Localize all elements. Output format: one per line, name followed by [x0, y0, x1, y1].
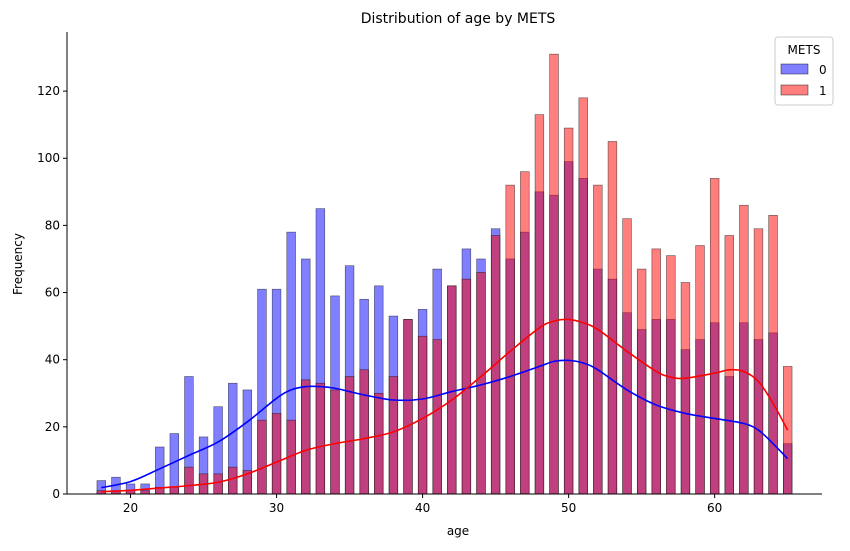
bar-mets-1-age-21 — [140, 490, 150, 495]
bar-mets-1-age-48 — [534, 114, 545, 495]
bar-mets-1-age-39 — [403, 319, 413, 495]
y-tick-label-20: 20 — [45, 420, 60, 434]
bar-mets-1-age-53 — [607, 141, 618, 495]
axes-layer: 20 30 40 50 60 0 20 40 60 80 100 120 — [37, 32, 822, 515]
kde-layer — [101, 318, 789, 493]
y-tick-label-40: 40 — [45, 353, 60, 367]
y-tick-label-120: 120 — [37, 84, 60, 98]
bar-mets-1-age-61 — [724, 235, 734, 495]
bar-mets-1-age-24 — [184, 466, 194, 495]
bar-mets-1-age-27 — [228, 466, 238, 495]
bars-layer — [96, 53, 793, 495]
x-axis-title: age — [447, 524, 469, 538]
bar-mets-1-age-64 — [768, 215, 778, 495]
x-tick-label-60: 60 — [707, 501, 722, 515]
bar-mets-1-age-59 — [695, 245, 705, 495]
bar-mets-1-age-42 — [447, 285, 457, 495]
kde-line-mets-1 — [101, 318, 789, 493]
legend-swatch-mets-1 — [780, 84, 809, 96]
kde-line-mets-0 — [101, 359, 789, 489]
bar-mets-1-age-40 — [417, 335, 428, 495]
legend-swatch-mets-0 — [780, 63, 809, 75]
bar-mets-1-age-41 — [432, 339, 442, 495]
y-tick-label-100: 100 — [37, 151, 60, 165]
bar-mets-1-age-37 — [374, 392, 384, 495]
chart-title: Distribution of age by METS — [361, 11, 556, 27]
x-tick-label-40: 40 — [415, 501, 430, 515]
bar-mets-1-age-33 — [315, 382, 326, 495]
legend-label-mets-0: 0 — [819, 63, 827, 77]
bar-mets-1-age-58 — [680, 282, 691, 495]
bar-mets-1-age-35 — [344, 376, 355, 495]
x-tick-label-50: 50 — [561, 501, 576, 515]
bar-mets-1-age-57 — [666, 255, 676, 495]
bar-mets-1-age-36 — [359, 369, 369, 495]
legend: METS 01 — [774, 36, 834, 106]
bar-mets-1-age-55 — [636, 268, 647, 495]
bar-mets-1-age-50 — [563, 127, 574, 495]
bar-mets-1-age-44 — [476, 272, 486, 495]
bar-mets-1-age-29 — [257, 419, 267, 495]
bar-mets-1-age-34 — [330, 389, 340, 495]
bar-mets-1-age-62 — [739, 204, 749, 495]
bar-mets-1-age-47 — [520, 171, 530, 495]
y-tick-label-80: 80 — [45, 218, 60, 232]
legend-label-mets-1: 1 — [819, 84, 827, 98]
bar-mets-1-age-26 — [213, 473, 223, 495]
y-tick-label-0: 0 — [52, 487, 60, 501]
x-tick-label-20: 20 — [123, 501, 138, 515]
bar-mets-1-age-60 — [709, 178, 720, 495]
bar-mets-1-age-49 — [549, 53, 559, 495]
bar-mets-1-age-30 — [271, 413, 282, 495]
bar-mets-1-age-23 — [169, 486, 180, 495]
bar-mets-1-age-38 — [388, 376, 399, 495]
bar-mets-1-age-46 — [505, 184, 515, 495]
legend-title: METS — [788, 43, 821, 57]
bar-mets-1-age-63 — [753, 228, 764, 495]
y-tick-label-60: 60 — [45, 286, 60, 300]
bar-mets-1-age-54 — [622, 218, 632, 495]
bar-mets-1-age-52 — [593, 184, 603, 495]
legend-items: 01 — [780, 63, 827, 98]
bar-mets-1-age-51 — [578, 97, 588, 495]
y-axis-title: Frequency — [11, 233, 25, 295]
bar-mets-1-age-32 — [301, 379, 311, 495]
x-tick-label-30: 30 — [269, 501, 284, 515]
